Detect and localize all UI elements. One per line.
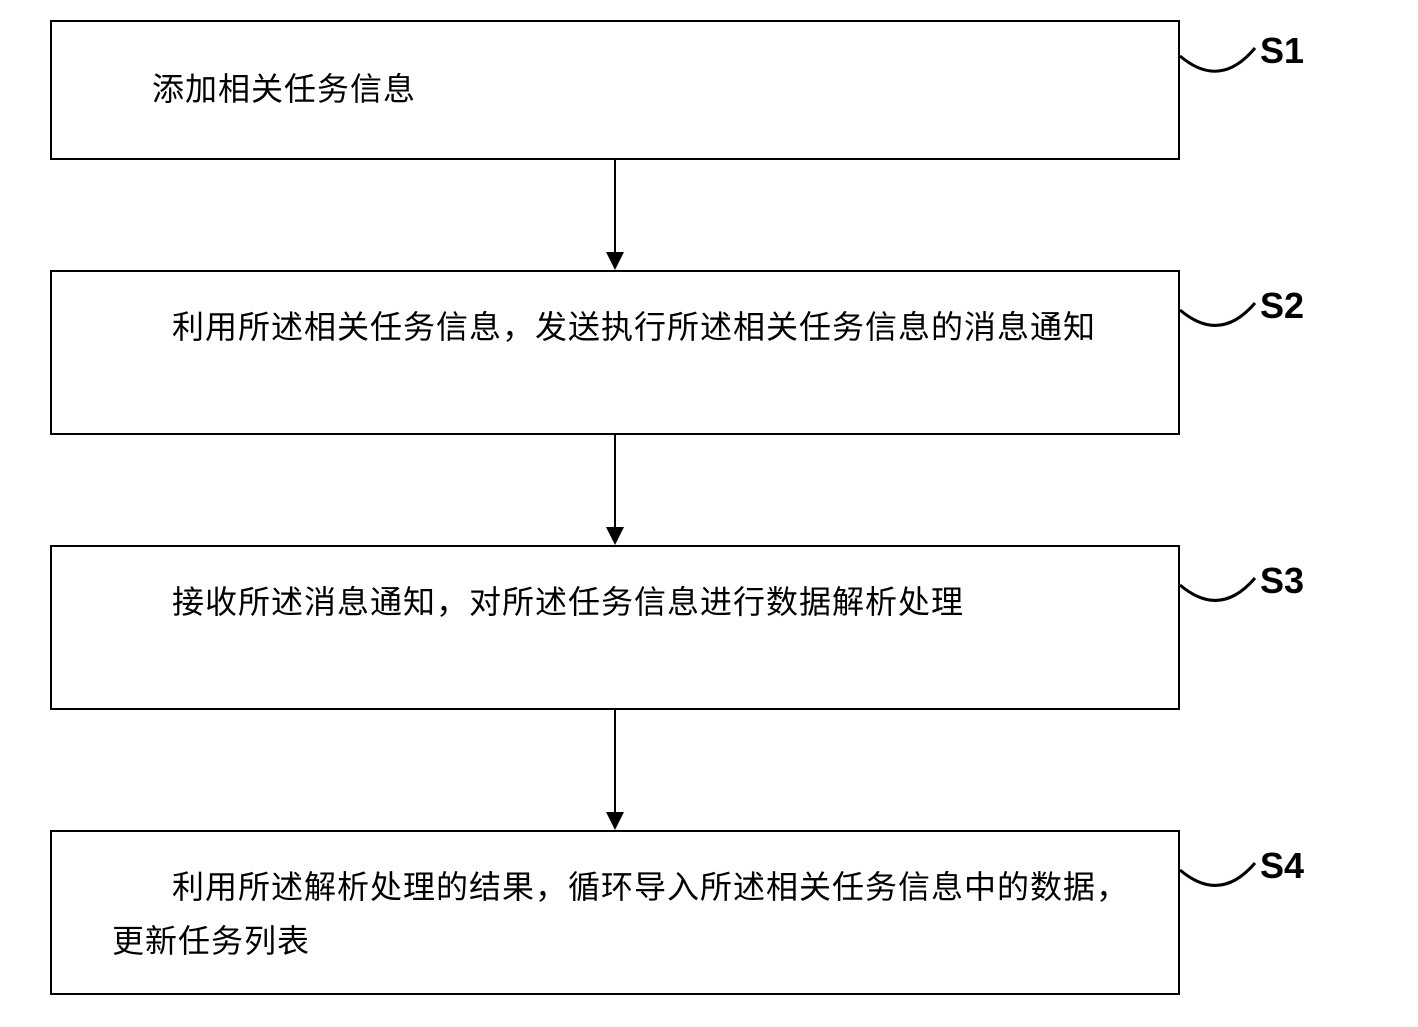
step-text-s3: 接收所述消息通知，对所述任务信息进行数据解析处理 [112, 575, 964, 629]
step-label-s4: S4 [1260, 845, 1304, 887]
step-label-s2: S2 [1260, 285, 1304, 327]
step-box-s4: 利用所述解析处理的结果，循环导入所述相关任务信息中的数据，更新任务列表 [50, 830, 1180, 995]
step-text-s2: 利用所述相关任务信息，发送执行所述相关任务信息的消息通知 [112, 300, 1096, 354]
flowchart-container: 添加相关任务信息 S1 利用所述相关任务信息，发送执行所述相关任务信息的消息通知… [0, 0, 1418, 1027]
step-text-s1: 添加相关任务信息 [152, 62, 416, 116]
step-box-s1: 添加相关任务信息 [50, 20, 1180, 160]
step-text-s4: 利用所述解析处理的结果，循环导入所述相关任务信息中的数据，更新任务列表 [112, 860, 1138, 969]
arrow-s2-s3 [595, 435, 635, 547]
step-box-s2: 利用所述相关任务信息，发送执行所述相关任务信息的消息通知 [50, 270, 1180, 435]
step-label-s1: S1 [1260, 30, 1304, 72]
step-label-s3: S3 [1260, 560, 1304, 602]
arrow-s1-s2 [595, 160, 635, 272]
step-box-s3: 接收所述消息通知，对所述任务信息进行数据解析处理 [50, 545, 1180, 710]
arrow-s3-s4 [595, 710, 635, 832]
